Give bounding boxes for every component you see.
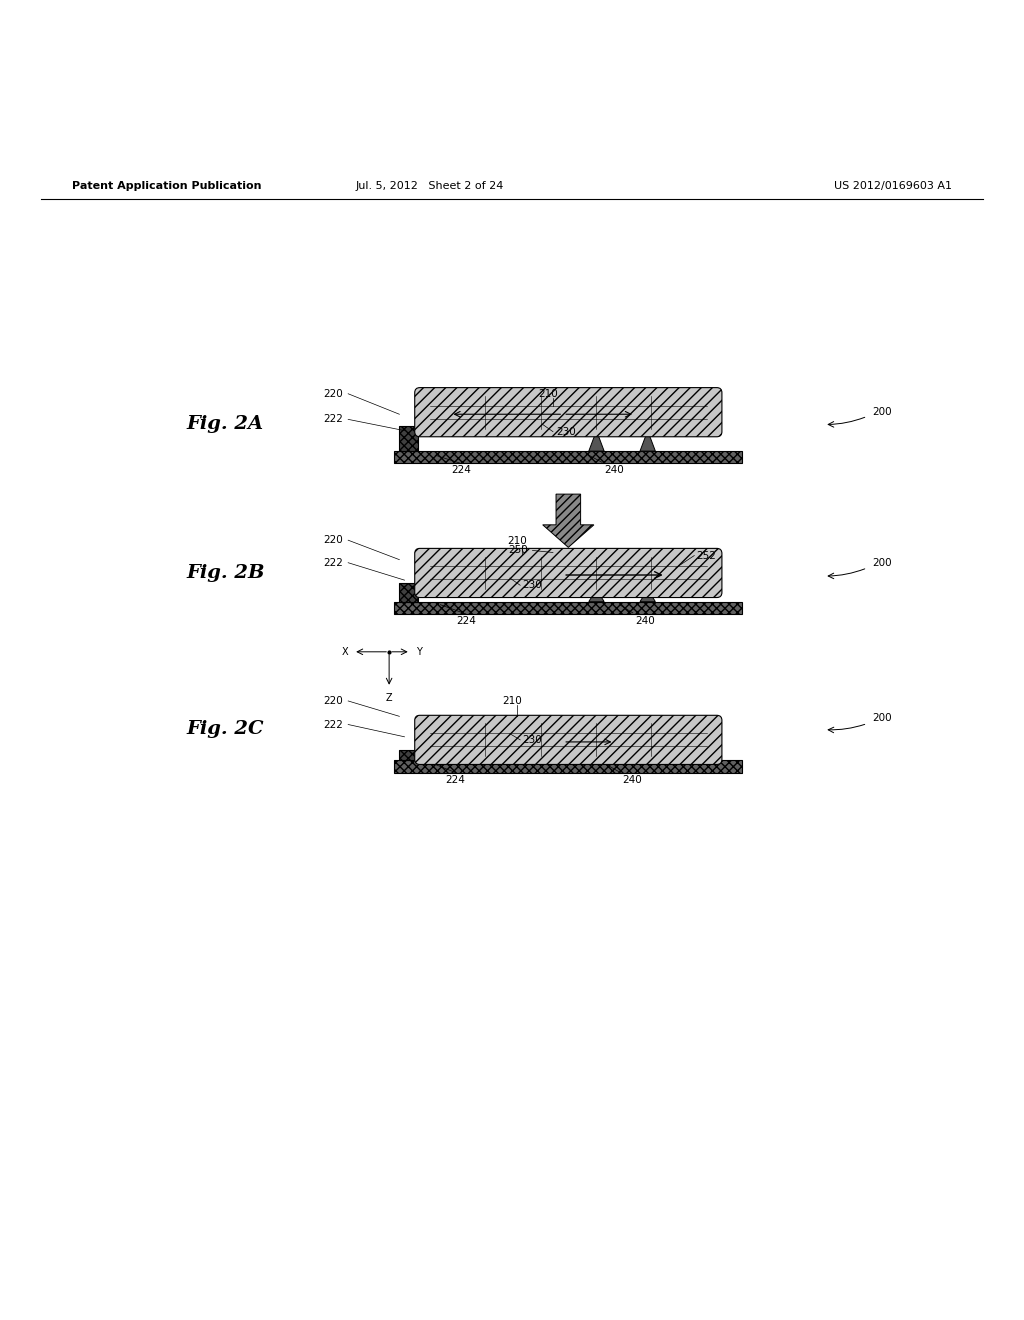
- Text: Y: Y: [416, 647, 422, 657]
- Text: 222: 222: [324, 719, 343, 730]
- Text: 210: 210: [502, 696, 522, 706]
- Text: 250: 250: [509, 545, 528, 556]
- Text: Fig. 2C: Fig. 2C: [186, 719, 264, 738]
- Bar: [399, 583, 418, 602]
- Text: 224: 224: [456, 616, 476, 626]
- Text: 230: 230: [522, 581, 542, 590]
- Bar: [394, 451, 742, 463]
- Bar: [394, 760, 742, 772]
- Polygon shape: [589, 589, 604, 602]
- Text: 230: 230: [556, 426, 575, 437]
- Text: 210: 210: [507, 536, 527, 546]
- Text: Fig. 2B: Fig. 2B: [186, 564, 264, 582]
- Text: 240: 240: [635, 616, 654, 626]
- Text: 240: 240: [623, 775, 642, 784]
- Polygon shape: [589, 430, 604, 451]
- Bar: [399, 750, 418, 760]
- FancyBboxPatch shape: [415, 388, 722, 437]
- Text: 220: 220: [324, 535, 343, 545]
- Text: 200: 200: [872, 407, 892, 417]
- Text: Patent Application Publication: Patent Application Publication: [72, 181, 261, 191]
- Text: 210: 210: [538, 389, 558, 399]
- Text: Z: Z: [386, 693, 392, 702]
- Text: 200: 200: [872, 558, 892, 568]
- Text: US 2012/0169603 A1: US 2012/0169603 A1: [835, 181, 952, 191]
- FancyBboxPatch shape: [415, 715, 722, 764]
- Text: 222: 222: [324, 414, 343, 424]
- Text: 230: 230: [522, 735, 542, 744]
- Text: Fig. 2A: Fig. 2A: [186, 416, 264, 433]
- Polygon shape: [640, 589, 655, 602]
- Text: X: X: [342, 647, 348, 657]
- Text: 224: 224: [451, 466, 471, 475]
- Text: 222: 222: [324, 558, 343, 568]
- Text: Jul. 5, 2012   Sheet 2 of 24: Jul. 5, 2012 Sheet 2 of 24: [356, 181, 504, 191]
- Bar: [399, 425, 418, 451]
- Text: 200: 200: [872, 713, 892, 723]
- Text: 252: 252: [696, 550, 716, 561]
- Text: 220: 220: [324, 389, 343, 399]
- Polygon shape: [640, 430, 655, 451]
- FancyBboxPatch shape: [415, 548, 722, 598]
- Text: 224: 224: [445, 775, 466, 784]
- Polygon shape: [543, 494, 594, 548]
- Bar: [394, 602, 742, 614]
- Text: 240: 240: [604, 466, 624, 475]
- Text: 220: 220: [324, 696, 343, 706]
